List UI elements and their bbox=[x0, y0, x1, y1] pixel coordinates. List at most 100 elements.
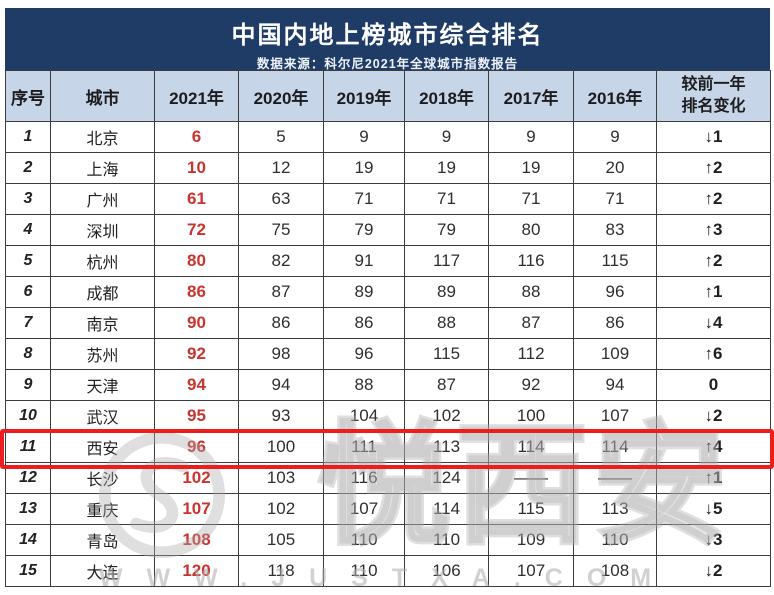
rank-2018-cell: 19 bbox=[404, 152, 489, 184]
rank-2018-cell: 87 bbox=[404, 369, 489, 401]
rank-2020-cell: 118 bbox=[238, 555, 324, 587]
table-row: 8 苏州 92 98 96 115 112 109 ↑6 bbox=[5, 338, 771, 370]
city-name-cell: 杭州 bbox=[50, 245, 155, 277]
rank-2018-cell: 113 bbox=[404, 431, 489, 463]
rank-2020-cell: 82 bbox=[238, 245, 324, 277]
rank-2016-cell: 96 bbox=[573, 276, 657, 308]
rank-2017-cell: 71 bbox=[488, 183, 574, 215]
rank-2020-cell: 12 bbox=[238, 152, 324, 184]
rank-2018-cell: 71 bbox=[404, 183, 489, 215]
column-header: 城市 bbox=[50, 70, 155, 122]
rank-2016-cell: 9 bbox=[573, 121, 657, 153]
row-index-cell: 11 bbox=[5, 431, 51, 463]
rank-2016-cell: 20 bbox=[573, 152, 657, 184]
rank-2018-cell: 9 bbox=[404, 121, 489, 153]
rank-2018-cell: 110 bbox=[404, 524, 489, 556]
rank-2019-cell: 19 bbox=[323, 152, 405, 184]
rank-2021-cell: 80 bbox=[154, 245, 239, 277]
rank-2021-cell: 61 bbox=[154, 183, 239, 215]
rank-2018-cell: 102 bbox=[404, 400, 489, 432]
rank-2021-cell: 92 bbox=[154, 338, 239, 370]
rank-2020-cell: 103 bbox=[238, 462, 324, 494]
rank-change-cell: ↓2 bbox=[656, 400, 771, 432]
row-index-cell: 3 bbox=[5, 183, 51, 215]
rank-2021-cell: 10 bbox=[154, 152, 239, 184]
column-header: 2019年 bbox=[323, 70, 405, 122]
rank-2019-cell: 71 bbox=[323, 183, 405, 215]
row-index-cell: 9 bbox=[5, 369, 51, 401]
city-ranking-table: 序号 城市 2021年 2020年 2019年 2018年 2017年 2016年 较前一年 排名… bbox=[5, 70, 771, 587]
rank-change-cell: ↓2 bbox=[656, 555, 771, 587]
rank-change-cell: ↑1 bbox=[656, 462, 771, 494]
rank-2017-cell: 115 bbox=[488, 493, 574, 525]
page-title: 中国内地上榜城市综合排名 bbox=[231, 22, 544, 49]
rank-2021-cell: 72 bbox=[154, 214, 239, 246]
table-row: 12 长沙 102 103 116 124 —— —— ↑1 bbox=[5, 462, 771, 494]
rank-2016-cell: 114 bbox=[573, 431, 657, 463]
table-row: 10 武汉 95 93 104 102 100 107 ↓2 bbox=[5, 400, 771, 432]
city-name-cell: 广州 bbox=[50, 183, 155, 215]
rank-2018-cell: 89 bbox=[404, 276, 489, 308]
column-header: 较前一年 排名变化 bbox=[656, 70, 771, 122]
rank-2020-cell: 86 bbox=[238, 307, 324, 339]
rank-2017-cell: —— bbox=[488, 462, 574, 494]
rank-2017-cell: 88 bbox=[488, 276, 574, 308]
rank-change-cell: ↑4 bbox=[656, 431, 771, 463]
table-body: 1 北京 6 5 9 9 9 9 ↓1 2 上海 10 12 19 19 19 20 ↑2 3 广州 61 63 71 71 7… bbox=[5, 121, 771, 587]
rank-2016-cell: 115 bbox=[573, 245, 657, 277]
row-index-cell: 10 bbox=[5, 400, 51, 432]
rank-change-cell: 0 bbox=[656, 369, 771, 401]
rank-change-cell: ↓3 bbox=[656, 524, 771, 556]
city-name-cell: 苏州 bbox=[50, 338, 155, 370]
row-index-cell: 1 bbox=[5, 121, 51, 153]
column-header: 2018年 bbox=[404, 70, 489, 122]
rank-2020-cell: 75 bbox=[238, 214, 324, 246]
row-index-cell: 15 bbox=[5, 555, 51, 587]
rank-2018-cell: 115 bbox=[404, 338, 489, 370]
row-index-cell: 4 bbox=[5, 214, 51, 246]
rank-2017-cell: 9 bbox=[488, 121, 574, 153]
row-index-cell: 6 bbox=[5, 276, 51, 308]
rank-2020-cell: 94 bbox=[238, 369, 324, 401]
rank-2019-cell: 116 bbox=[323, 462, 405, 494]
rank-2021-cell: 108 bbox=[154, 524, 239, 556]
rank-2021-cell: 90 bbox=[154, 307, 239, 339]
rank-change-cell: ↓1 bbox=[656, 121, 771, 153]
rank-2019-cell: 104 bbox=[323, 400, 405, 432]
rank-2019-cell: 79 bbox=[323, 214, 405, 246]
rank-2017-cell: 92 bbox=[488, 369, 574, 401]
city-name-cell: 长沙 bbox=[50, 462, 155, 494]
rank-2016-cell: 107 bbox=[573, 400, 657, 432]
rank-2017-cell: 87 bbox=[488, 307, 574, 339]
rank-2019-cell: 110 bbox=[323, 555, 405, 587]
rank-2019-cell: 107 bbox=[323, 493, 405, 525]
rank-2020-cell: 5 bbox=[238, 121, 324, 153]
row-index-cell: 14 bbox=[5, 524, 51, 556]
rank-2016-cell: 110 bbox=[573, 524, 657, 556]
rank-2021-cell: 120 bbox=[154, 555, 239, 587]
table-row: 3 广州 61 63 71 71 71 71 ↑2 bbox=[5, 183, 771, 215]
column-header: 2017年 bbox=[488, 70, 574, 122]
rank-2017-cell: 109 bbox=[488, 524, 574, 556]
rank-change-cell: ↓5 bbox=[656, 493, 771, 525]
row-index-cell: 2 bbox=[5, 152, 51, 184]
city-name-cell: 南京 bbox=[50, 307, 155, 339]
title-banner: 中国内地上榜城市综合排名 数据来源：科尔尼2021年全球城市指数报告 bbox=[5, 8, 770, 71]
rank-2018-cell: 117 bbox=[404, 245, 489, 277]
rank-2019-cell: 96 bbox=[323, 338, 405, 370]
city-name-cell: 天津 bbox=[50, 369, 155, 401]
rank-2018-cell: 106 bbox=[404, 555, 489, 587]
row-index-cell: 8 bbox=[5, 338, 51, 370]
rank-2016-cell: 86 bbox=[573, 307, 657, 339]
table-row: 14 青岛 108 105 110 110 109 110 ↓3 bbox=[5, 524, 771, 556]
rank-2019-cell: 111 bbox=[323, 431, 405, 463]
rank-2020-cell: 87 bbox=[238, 276, 324, 308]
rank-2017-cell: 19 bbox=[488, 152, 574, 184]
rank-change-cell: ↑2 bbox=[656, 245, 771, 277]
rank-change-cell: ↑2 bbox=[656, 183, 771, 215]
column-header: 2016年 bbox=[573, 70, 657, 122]
rank-2021-cell: 96 bbox=[154, 431, 239, 463]
table-row: 4 深圳 72 75 79 79 80 83 ↑3 bbox=[5, 214, 771, 246]
rank-2021-cell: 102 bbox=[154, 462, 239, 494]
